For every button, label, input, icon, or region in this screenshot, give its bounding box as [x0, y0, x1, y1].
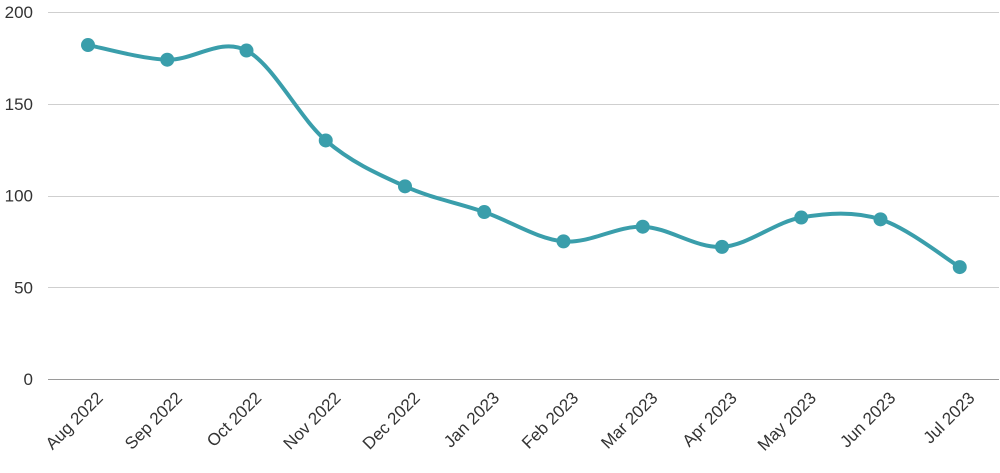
x-axis: Aug 2022 Sep 2022 Oct 2022 Nov 2022 Dec 2022…	[42, 388, 979, 454]
x-tick-label: Dec 2022	[359, 388, 424, 453]
data-point-dec-2022[interactable]	[398, 179, 412, 194]
data-point-mar-2023[interactable]	[635, 219, 650, 234]
y-tick-label: 100	[5, 187, 33, 206]
x-tick-label: Jan 2023	[440, 388, 503, 451]
data-point-apr-2023[interactable]	[715, 239, 729, 254]
x-tick-label: Apr 2023	[679, 388, 741, 450]
x-tick-label: Mar 2023	[597, 388, 661, 452]
x-tick-label: Aug 2022	[42, 388, 107, 453]
data-point-sep-2022[interactable]	[160, 52, 175, 67]
series-line	[86, 43, 962, 270]
data-point-jul-2023[interactable]	[952, 260, 967, 275]
y-tick-label: 50	[14, 278, 33, 297]
x-tick-label: May 2023	[754, 388, 820, 454]
x-tick-label: Nov 2022	[280, 388, 345, 453]
data-point-oct-2022[interactable]	[239, 43, 254, 58]
y-tick-label: 200	[5, 3, 33, 22]
x-tick-label: Feb 2023	[518, 388, 582, 452]
data-point-jan-2023[interactable]	[477, 205, 492, 220]
data-point-feb-2023[interactable]	[556, 234, 571, 249]
series-layer	[81, 38, 967, 275]
data-point-nov-2022[interactable]	[318, 133, 333, 148]
data-point-may-2023[interactable]	[794, 210, 809, 225]
data-point-jun-2023[interactable]	[873, 212, 888, 227]
x-tick-label: Oct 2022	[203, 388, 265, 450]
y-axis: 0 50 100 150 200	[5, 3, 33, 389]
y-tick-label: 150	[5, 95, 33, 114]
gridlines	[48, 12, 999, 380]
x-tick-label: Jul 2023	[920, 388, 979, 447]
x-tick-label: Sep 2022	[121, 388, 186, 453]
data-point-aug-2022[interactable]	[81, 38, 95, 53]
x-tick-label: Jun 2023	[836, 388, 899, 451]
y-tick-label: 0	[24, 370, 33, 389]
